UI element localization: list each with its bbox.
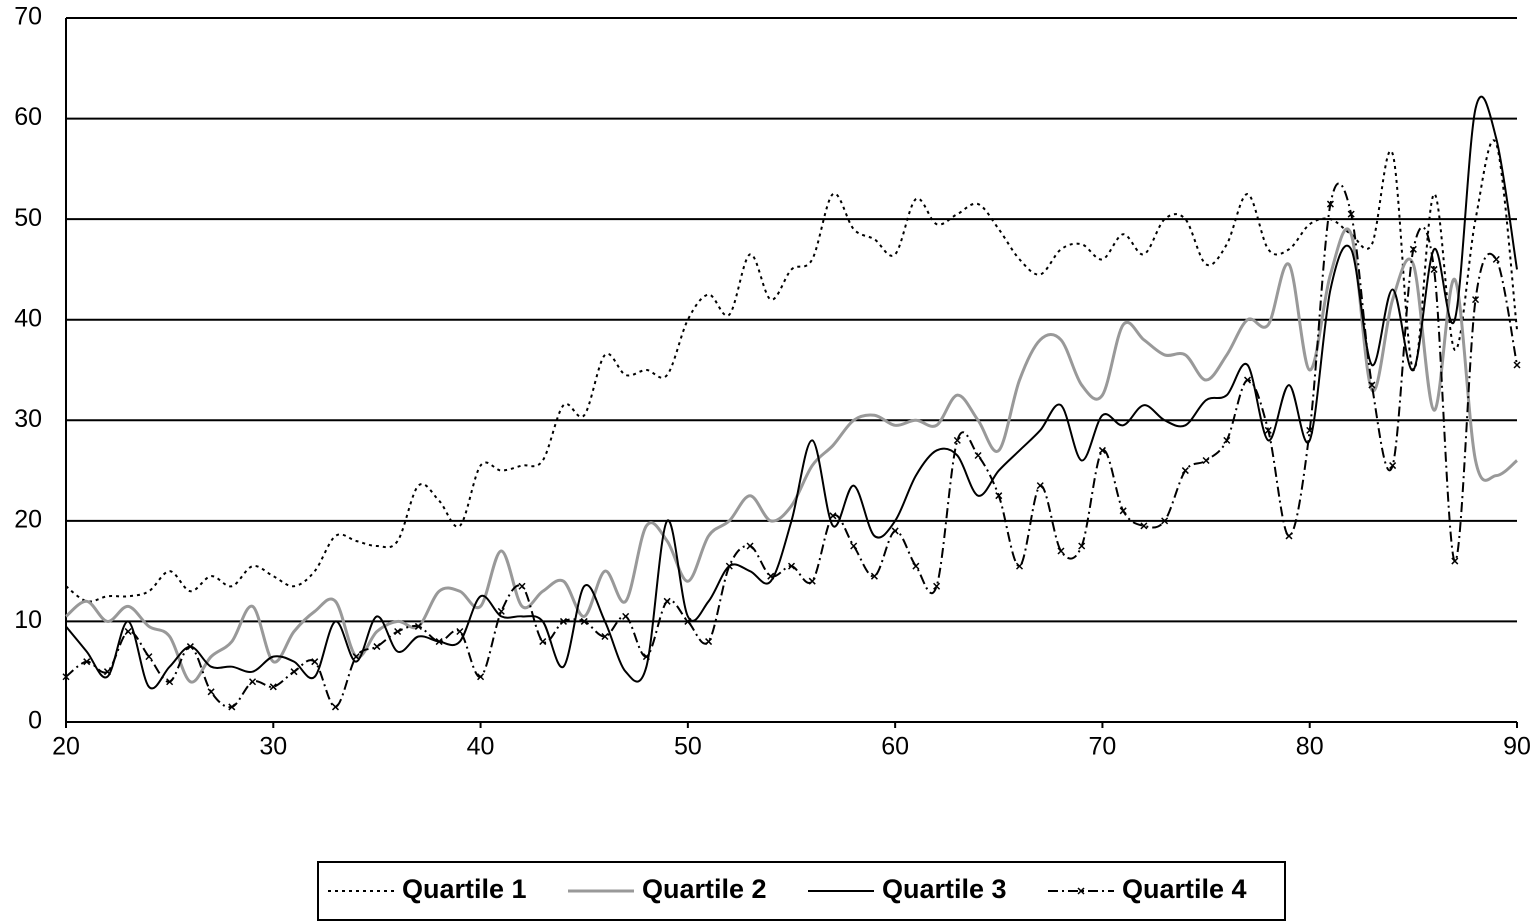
marker [124, 627, 132, 636]
marker [477, 673, 485, 681]
marker [601, 632, 609, 641]
marker [725, 562, 733, 570]
x-tick-label: 50 [674, 733, 702, 761]
marker [933, 582, 941, 590]
marker [1119, 507, 1127, 515]
marker [1285, 532, 1293, 540]
marker [1306, 426, 1314, 434]
marker [435, 638, 443, 646]
marker [249, 678, 257, 686]
y-tick-label: 40 [14, 304, 42, 332]
legend-marker [1077, 887, 1085, 895]
marker [1181, 467, 1189, 475]
marker [1389, 462, 1397, 470]
legend-label: Quartile 2 [642, 874, 767, 904]
x-tick-label: 80 [1296, 733, 1324, 761]
series-line [65, 227, 1518, 684]
marker [186, 643, 194, 651]
marker [1057, 547, 1065, 555]
marker [746, 542, 754, 550]
marker [1036, 482, 1044, 490]
marker [705, 638, 713, 646]
marker [787, 562, 796, 570]
marker [207, 688, 215, 696]
marker [290, 668, 298, 676]
x-tick-label: 90 [1503, 733, 1531, 761]
legend-box [317, 861, 1286, 921]
marker [1347, 210, 1355, 218]
marker [539, 638, 547, 646]
x-tick-label: 40 [467, 733, 495, 761]
marker [953, 436, 961, 444]
marker [829, 512, 837, 520]
marker [1140, 522, 1148, 530]
marker [912, 562, 920, 570]
marker [663, 597, 671, 605]
marker [1015, 562, 1024, 570]
marker [1451, 557, 1459, 565]
marker [497, 607, 505, 615]
marker [352, 653, 360, 661]
marker [331, 703, 340, 711]
series-line [65, 95, 1518, 690]
marker [311, 658, 319, 666]
marker [373, 643, 381, 651]
x-tick-label: 70 [1089, 733, 1117, 761]
legend-label: Quartile 4 [1122, 874, 1247, 904]
marker [1243, 376, 1252, 384]
legend-label: Quartile 1 [402, 874, 527, 904]
y-tick-label: 60 [14, 103, 42, 131]
marker [145, 653, 153, 661]
marker [103, 668, 111, 676]
marker [1264, 426, 1272, 434]
marker [394, 627, 402, 636]
x-tick-label: 60 [881, 733, 909, 761]
marker [269, 683, 277, 691]
marker [995, 492, 1003, 500]
marker [808, 577, 816, 585]
marker [1430, 265, 1438, 273]
y-tick-label: 0 [28, 707, 42, 735]
marker [1078, 542, 1086, 550]
marker [1326, 200, 1334, 208]
marker [891, 527, 899, 535]
y-tick-label: 50 [14, 204, 42, 232]
marker [414, 622, 422, 630]
legend-label: Quartile 3 [882, 874, 1007, 904]
marker [1202, 456, 1210, 465]
y-tick-label: 20 [14, 505, 42, 533]
marker [580, 617, 588, 625]
marker [1409, 245, 1417, 253]
marker [559, 617, 568, 625]
marker [767, 572, 775, 580]
marker [518, 582, 526, 590]
marker [1492, 255, 1500, 263]
marker [642, 653, 650, 661]
y-tick-label: 10 [14, 606, 42, 634]
marker [1513, 361, 1521, 369]
x-tick-label: 30 [259, 733, 287, 761]
marker [622, 612, 630, 620]
marker [83, 658, 91, 666]
marker [1368, 381, 1376, 389]
marker [62, 673, 70, 681]
marker [1223, 436, 1231, 444]
marker [228, 703, 236, 711]
marker [1161, 517, 1169, 525]
series-line [65, 139, 1518, 603]
marker [1472, 296, 1480, 304]
marker [974, 451, 982, 460]
x-tick-label: 20 [52, 733, 80, 761]
marker [166, 678, 174, 686]
marker [1098, 446, 1106, 454]
marker [850, 542, 858, 550]
y-tick-label: 30 [14, 405, 42, 433]
marker [870, 572, 878, 580]
marker [684, 617, 692, 625]
y-tick-label: 70 [14, 3, 42, 31]
marker [456, 627, 464, 636]
series-line [65, 182, 1518, 709]
